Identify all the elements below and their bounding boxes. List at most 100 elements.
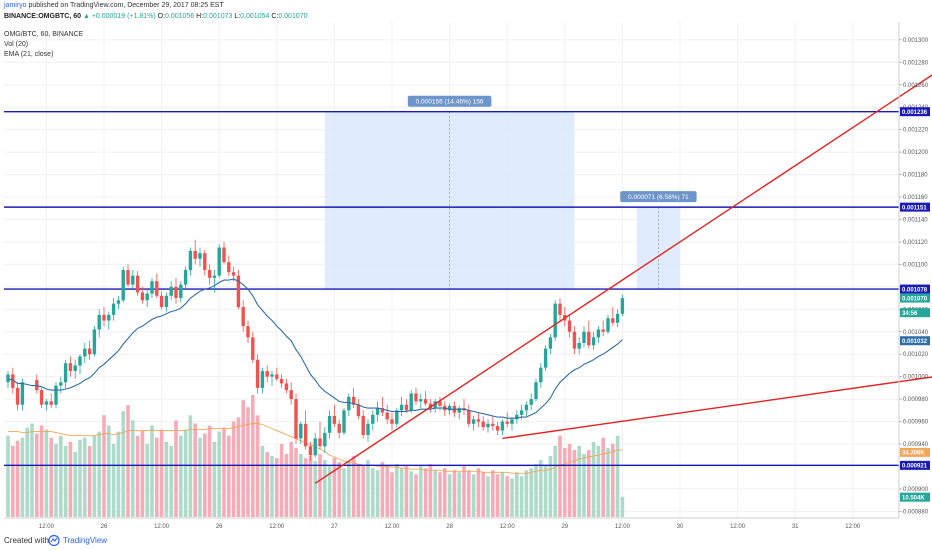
candle-body[interactable] bbox=[572, 331, 577, 349]
candle-body[interactable] bbox=[318, 438, 322, 447]
candle-body[interactable] bbox=[174, 286, 178, 299]
legend-volume[interactable]: Vol (20) bbox=[4, 41, 29, 48]
candle-body[interactable] bbox=[107, 314, 111, 321]
candle-body[interactable] bbox=[39, 390, 44, 405]
candle-body[interactable] bbox=[49, 401, 53, 405]
candle-body[interactable] bbox=[601, 329, 605, 332]
candle-body[interactable] bbox=[260, 371, 265, 388]
candle-body[interactable] bbox=[347, 396, 351, 411]
candle-body[interactable] bbox=[524, 404, 529, 411]
candle-body[interactable] bbox=[198, 253, 202, 259]
candle-body[interactable] bbox=[457, 408, 461, 413]
candle-body[interactable] bbox=[587, 331, 591, 346]
candle-body[interactable] bbox=[419, 399, 423, 402]
candle-body[interactable] bbox=[102, 314, 106, 321]
candle-body[interactable] bbox=[255, 359, 260, 388]
candle-body[interactable] bbox=[97, 314, 101, 330]
candle-body[interactable] bbox=[59, 382, 63, 386]
candle-body[interactable] bbox=[534, 382, 538, 400]
candle-body[interactable] bbox=[63, 363, 68, 383]
candle-body[interactable] bbox=[323, 432, 327, 447]
candle-body[interactable] bbox=[615, 313, 620, 323]
candle-body[interactable] bbox=[342, 410, 346, 433]
candle-body[interactable] bbox=[159, 295, 164, 308]
candle-body[interactable] bbox=[567, 320, 572, 332]
candle-body[interactable] bbox=[15, 387, 20, 405]
candle-body[interactable] bbox=[371, 414, 375, 424]
candle-body[interactable] bbox=[361, 415, 365, 436]
candle-body[interactable] bbox=[140, 292, 145, 301]
candle-body[interactable] bbox=[73, 365, 77, 372]
candle-body[interactable] bbox=[510, 419, 514, 424]
candle-body[interactable] bbox=[399, 404, 404, 411]
candle-body[interactable] bbox=[313, 438, 317, 456]
candle-body[interactable] bbox=[447, 405, 452, 411]
candle-body[interactable] bbox=[620, 298, 625, 314]
candle-body[interactable] bbox=[515, 414, 519, 420]
candle-body[interactable] bbox=[145, 293, 149, 301]
candle-body[interactable] bbox=[423, 399, 428, 404]
candle-body[interactable] bbox=[558, 303, 562, 315]
candle-body[interactable] bbox=[164, 295, 169, 308]
candle-body[interactable] bbox=[217, 247, 221, 276]
candle-body[interactable] bbox=[529, 399, 533, 405]
candle-body[interactable] bbox=[375, 408, 380, 415]
candle-body[interactable] bbox=[131, 275, 135, 285]
candle-body[interactable] bbox=[121, 270, 125, 301]
candle-body[interactable] bbox=[582, 331, 586, 343]
candle-body[interactable] bbox=[299, 423, 303, 439]
candle-body[interactable] bbox=[539, 367, 543, 383]
candle-body[interactable] bbox=[327, 415, 332, 433]
candle-body[interactable] bbox=[476, 419, 481, 422]
candle-body[interactable] bbox=[611, 318, 615, 323]
candle-body[interactable] bbox=[92, 329, 97, 355]
candle-body[interactable] bbox=[87, 348, 92, 355]
candle-body[interactable] bbox=[438, 401, 442, 406]
candle-body[interactable] bbox=[246, 326, 250, 338]
trendline[interactable] bbox=[314, 74, 932, 484]
candle-body[interactable] bbox=[294, 399, 298, 439]
candle-body[interactable] bbox=[155, 281, 159, 296]
candle-body[interactable] bbox=[395, 410, 399, 424]
candle-body[interactable] bbox=[11, 374, 15, 388]
candle-body[interactable] bbox=[351, 396, 356, 405]
candle-body[interactable] bbox=[577, 342, 581, 349]
candle-body[interactable] bbox=[126, 270, 130, 285]
candle-body[interactable] bbox=[519, 410, 524, 415]
candle-body[interactable] bbox=[471, 419, 476, 424]
candle-body[interactable] bbox=[390, 419, 394, 424]
candle-body[interactable] bbox=[366, 423, 370, 436]
candle-body[interactable] bbox=[68, 363, 73, 372]
candle-body[interactable] bbox=[467, 410, 471, 424]
candle-body[interactable] bbox=[486, 423, 490, 428]
candle-body[interactable] bbox=[193, 250, 197, 259]
candle-body[interactable] bbox=[596, 329, 601, 338]
candle-body[interactable] bbox=[231, 272, 236, 276]
author-link[interactable]: jamiryo bbox=[4, 2, 27, 9]
candle-body[interactable] bbox=[491, 423, 495, 427]
candle-body[interactable] bbox=[169, 286, 173, 296]
candle-body[interactable] bbox=[606, 318, 610, 332]
candle-body[interactable] bbox=[227, 262, 231, 273]
candle-body[interactable] bbox=[275, 374, 279, 379]
candle-body[interactable] bbox=[337, 423, 341, 433]
candle-body[interactable] bbox=[505, 421, 509, 424]
candle-body[interactable] bbox=[212, 275, 217, 278]
candle-body[interactable] bbox=[356, 404, 361, 416]
candle-body[interactable] bbox=[332, 415, 337, 424]
candle-body[interactable] bbox=[78, 356, 82, 366]
candle-body[interactable] bbox=[289, 390, 293, 400]
candle-body[interactable] bbox=[83, 348, 87, 357]
candle-body[interactable] bbox=[284, 383, 289, 391]
candle-body[interactable] bbox=[207, 270, 212, 278]
candle-body[interactable] bbox=[188, 250, 193, 270]
candle-body[interactable] bbox=[270, 374, 274, 377]
candle-body[interactable] bbox=[591, 337, 596, 346]
candle-body[interactable] bbox=[548, 337, 553, 349]
candle-body[interactable] bbox=[308, 446, 313, 456]
candle-body[interactable] bbox=[428, 403, 433, 409]
candle-body[interactable] bbox=[553, 303, 557, 338]
candle-body[interactable] bbox=[236, 275, 241, 308]
candle-body[interactable] bbox=[251, 337, 255, 360]
